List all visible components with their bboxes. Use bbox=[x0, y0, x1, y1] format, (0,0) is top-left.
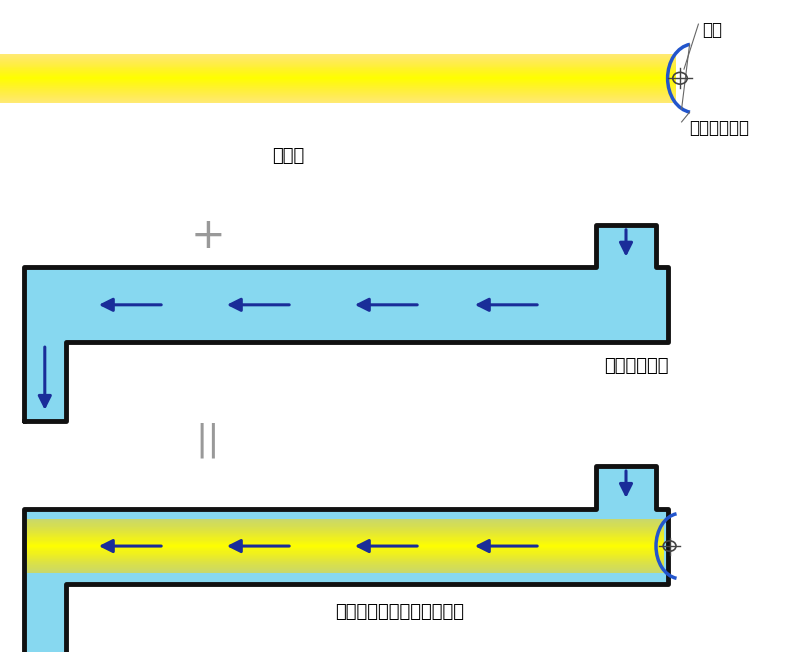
Bar bbox=[24, 267, 668, 342]
Bar bbox=[27, 535, 664, 537]
Bar bbox=[0, 82, 676, 83]
Bar bbox=[0, 89, 676, 90]
Bar bbox=[0, 76, 676, 77]
Bar bbox=[27, 546, 664, 547]
Bar bbox=[0, 69, 676, 70]
Bar bbox=[27, 550, 664, 552]
Bar bbox=[27, 571, 664, 572]
Bar bbox=[27, 537, 664, 539]
Bar bbox=[0, 66, 676, 67]
Bar bbox=[0, 68, 676, 69]
Bar bbox=[0, 92, 676, 93]
Bar bbox=[0, 91, 676, 92]
Bar bbox=[0, 58, 676, 59]
Bar bbox=[0, 94, 676, 95]
Bar bbox=[27, 562, 664, 563]
Bar bbox=[0, 86, 676, 87]
Bar bbox=[27, 559, 664, 560]
Bar bbox=[0, 60, 676, 61]
Bar bbox=[0, 57, 676, 58]
Bar bbox=[27, 540, 664, 541]
Bar bbox=[27, 570, 664, 571]
Bar bbox=[27, 530, 664, 531]
Bar bbox=[27, 552, 664, 554]
Bar bbox=[0, 95, 676, 96]
Bar bbox=[27, 544, 664, 545]
Bar bbox=[27, 526, 664, 527]
Bar bbox=[0, 88, 676, 89]
Bar bbox=[27, 548, 664, 549]
Bar bbox=[27, 561, 664, 562]
Bar bbox=[24, 342, 66, 421]
Bar bbox=[27, 527, 664, 529]
Text: 光源: 光源 bbox=[702, 21, 722, 39]
Bar bbox=[0, 62, 676, 63]
Bar bbox=[0, 98, 676, 100]
Bar bbox=[0, 72, 676, 73]
Text: ||: || bbox=[196, 422, 220, 458]
Bar bbox=[27, 556, 664, 557]
Bar bbox=[27, 565, 664, 567]
Bar bbox=[0, 97, 676, 98]
Bar bbox=[27, 541, 664, 542]
Bar bbox=[27, 557, 664, 558]
Bar bbox=[27, 531, 664, 532]
Bar bbox=[0, 93, 676, 94]
Bar bbox=[27, 521, 664, 522]
Bar bbox=[0, 70, 676, 72]
Bar bbox=[0, 101, 676, 102]
Bar bbox=[27, 560, 664, 561]
Bar bbox=[0, 74, 676, 75]
Bar bbox=[27, 568, 664, 569]
Bar bbox=[0, 64, 676, 65]
Text: 平行光の光路と流路が一致: 平行光の光路と流路が一致 bbox=[335, 602, 465, 621]
Bar bbox=[27, 555, 664, 556]
Bar bbox=[24, 584, 66, 652]
Bar bbox=[0, 78, 676, 79]
Bar bbox=[0, 100, 676, 101]
Bar bbox=[27, 529, 664, 530]
Bar bbox=[27, 532, 664, 533]
Bar bbox=[0, 87, 676, 88]
Bar bbox=[0, 54, 676, 55]
Bar bbox=[0, 84, 676, 85]
Bar bbox=[27, 534, 664, 535]
Bar bbox=[27, 558, 664, 559]
Bar bbox=[27, 539, 664, 540]
Bar bbox=[0, 83, 676, 84]
Bar bbox=[27, 524, 664, 526]
Bar bbox=[0, 61, 676, 62]
Bar bbox=[596, 225, 656, 267]
Bar bbox=[27, 520, 664, 521]
Bar bbox=[27, 522, 664, 524]
Bar bbox=[27, 533, 664, 534]
Bar bbox=[27, 547, 664, 548]
Bar bbox=[0, 55, 676, 57]
Bar bbox=[27, 545, 664, 546]
Bar bbox=[27, 563, 664, 565]
Bar bbox=[27, 549, 664, 550]
Bar bbox=[27, 572, 664, 573]
Bar bbox=[27, 567, 664, 568]
Bar bbox=[0, 80, 676, 81]
Bar bbox=[0, 85, 676, 86]
Bar bbox=[27, 554, 664, 555]
Bar bbox=[27, 542, 664, 543]
Text: ダクト／流路: ダクト／流路 bbox=[604, 357, 669, 376]
Bar bbox=[27, 519, 664, 520]
Text: コリメーター: コリメーター bbox=[690, 119, 750, 137]
Bar bbox=[27, 543, 664, 544]
Text: 平行光: 平行光 bbox=[272, 147, 304, 165]
Text: +: + bbox=[190, 215, 226, 257]
Bar bbox=[27, 569, 664, 570]
Bar bbox=[596, 466, 656, 509]
Bar bbox=[0, 90, 676, 91]
Bar bbox=[24, 509, 668, 584]
